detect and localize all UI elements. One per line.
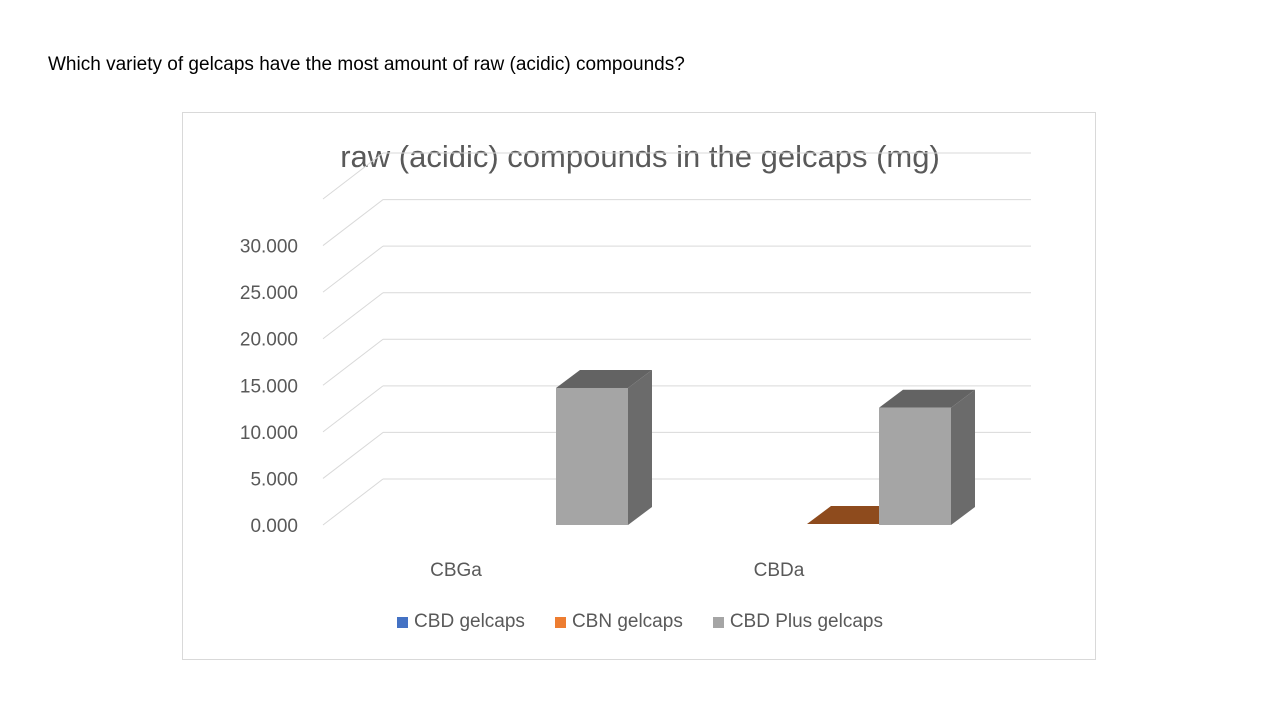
chart-title: raw (acidic) compounds in the gelcaps (m… — [340, 139, 940, 174]
x-category-label: CBDa — [754, 560, 805, 581]
gridline-diagonal — [322, 338, 384, 386]
legend-item: CBN gelcaps — [554, 611, 683, 633]
legend-label: CBD Plus gelcaps — [729, 611, 883, 632]
gridline-diagonal — [322, 292, 384, 340]
question-text: Which variety of gelcaps have the most a… — [48, 54, 685, 75]
y-tick-label: 15.000 — [240, 376, 298, 397]
gridline-diagonal — [322, 152, 384, 200]
gridline-diagonal — [322, 478, 384, 526]
legend-item: CBD Plus gelcaps — [712, 611, 883, 633]
y-tick-label: 20.000 — [240, 330, 298, 351]
bar-cbd-plus-gelcaps-cbda — [879, 389, 975, 525]
bar-cbd-plus-gelcaps-cbga — [556, 369, 652, 525]
gridline-diagonal — [322, 432, 384, 479]
gridline-diagonal — [322, 199, 384, 246]
gridline-diagonal — [322, 245, 384, 293]
y-tick-label: 5.000 — [250, 469, 298, 490]
chart-area: raw (acidic) compounds in the gelcaps (m… — [182, 112, 1096, 660]
y-tick-label: 25.000 — [240, 283, 298, 304]
y-tick-label: 30.000 — [240, 237, 298, 258]
legend-swatch — [554, 616, 566, 628]
legend-swatch — [712, 616, 724, 628]
bar-chart: raw (acidic) compounds in the gelcaps (m… — [240, 139, 1031, 581]
y-tick-label: 0.000 — [250, 516, 298, 537]
legend-label: CBD gelcaps — [414, 611, 525, 632]
chart-legend: CBD gelcaps CBN gelcaps CBD Plus gelcaps — [183, 611, 1097, 633]
gridline-diagonal — [322, 385, 384, 433]
legend-label: CBN gelcaps — [571, 611, 683, 632]
legend-swatch — [397, 616, 409, 628]
y-tick-label: 10.000 — [240, 423, 298, 444]
x-category-label: CBGa — [430, 560, 482, 581]
legend-item: CBD gelcaps — [397, 611, 525, 633]
